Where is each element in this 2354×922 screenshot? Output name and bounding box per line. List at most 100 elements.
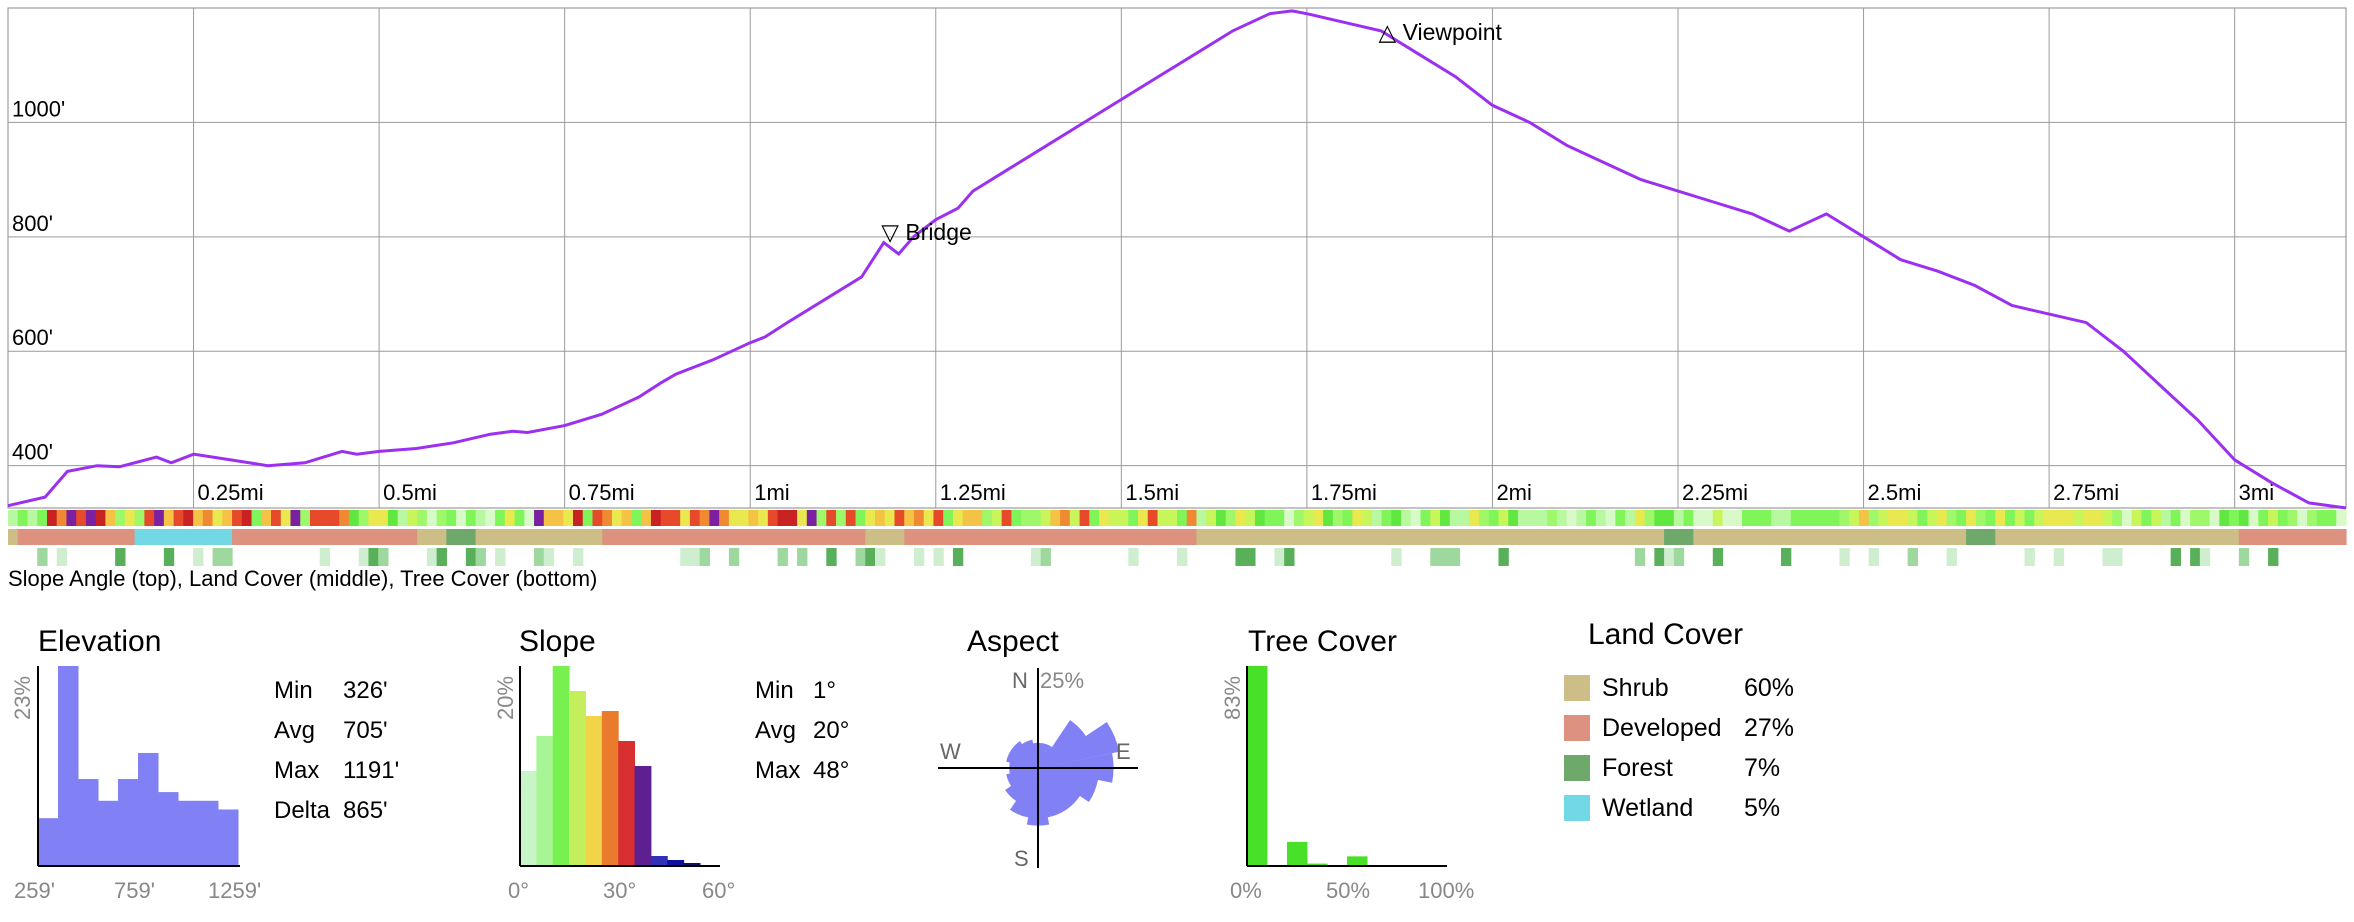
- landcover-strip-cell: [1313, 529, 1324, 545]
- slope-strip-cell: [728, 510, 740, 526]
- slope-strip-cell: [465, 510, 477, 526]
- slope-strip-cell: [1186, 510, 1198, 526]
- slope-strip-cell: [1693, 510, 1704, 526]
- slope-strip-cell: [1449, 510, 1461, 526]
- landcover-strip-cell: [1654, 529, 1665, 545]
- slope-strip-cell: [855, 510, 866, 526]
- landcover-strip-cell: [358, 529, 370, 545]
- slope-strip-cell: [777, 510, 788, 526]
- landcover-strip-cell: [1021, 529, 1032, 545]
- landcover-strip-cell: [1196, 529, 1207, 545]
- slope-x-tick-0: 0°: [508, 878, 529, 903]
- landcover-strip-cell: [1128, 529, 1139, 545]
- slope-strip-cell: [1303, 510, 1314, 526]
- profile-frame: [7, 7, 2347, 509]
- landcover-strip-cell: [339, 529, 350, 545]
- histogram-bar: [178, 800, 199, 866]
- slope-strip-cell: [933, 510, 944, 526]
- slope-strip-cell: [1430, 510, 1441, 526]
- landcover-strip-cell: [1177, 529, 1188, 545]
- slope-strip-cell: [1050, 510, 1061, 526]
- landcover-strip-cell: [845, 529, 857, 545]
- slope-strip-cell: [1128, 510, 1139, 526]
- treecover-strip-cell: [1391, 548, 1402, 566]
- slope-strip-cell: [2160, 510, 2172, 526]
- slope-strip-cell: [290, 510, 301, 526]
- slope-histogram: Slope 20% 0° 30° 60° Min 1° Avg 20° Max …: [493, 625, 849, 903]
- slope-strip-cell: [85, 510, 97, 526]
- landcover-strip-cell: [1829, 529, 1841, 545]
- slope-strip-cell: [2190, 510, 2201, 526]
- x-tick-label: 2mi: [1496, 480, 1531, 505]
- elevation-x-tick-0: 259': [14, 878, 55, 903]
- slope-x-tick-1: 30°: [603, 878, 636, 903]
- slope-strip-cell: [2287, 510, 2298, 526]
- slope-strip-cell: [1810, 510, 1821, 526]
- y-tick-label: 1000': [12, 96, 65, 121]
- slope-strip-cell: [650, 510, 662, 526]
- slope-strip-cell: [1849, 510, 1860, 526]
- histogram-bar: [1247, 666, 1268, 866]
- landcover-strip-cell: [904, 529, 915, 545]
- slope-strip-cell: [339, 510, 350, 526]
- treecover-strip-cell: [1654, 548, 1665, 566]
- slope-strip-cell: [1138, 510, 1149, 526]
- treecover-strip-cell: [2102, 548, 2113, 566]
- land-cover-row-wetland: Wetland 5%: [1564, 788, 1780, 828]
- slope-strip-cell: [163, 510, 175, 526]
- slope-strip-cell: [1732, 510, 1743, 526]
- landcover-strip-cell: [1410, 529, 1422, 545]
- elevation-line: [7, 9, 2347, 510]
- slope-strip-cell: [1498, 510, 1509, 526]
- elevation-x-tick-1: 759': [114, 878, 155, 903]
- treecover-strip-cell: [1498, 548, 1509, 566]
- slope-strip-cell: [76, 510, 87, 526]
- y-tick-label: 800': [12, 211, 53, 236]
- landcover-strip-cell: [816, 529, 827, 545]
- slope-strip-cell: [1371, 510, 1383, 526]
- x-tick-label: 1.75mi: [1311, 480, 1377, 505]
- treecover-strip-cell: [913, 548, 925, 566]
- landcover-strip-cell: [1995, 529, 2006, 545]
- landcover-strip-cell: [719, 529, 730, 545]
- landcover-strip-cell: [952, 529, 964, 545]
- landcover-strip-cell: [2014, 529, 2026, 545]
- elevation-bars: [38, 666, 239, 866]
- landcover-strip-cell: [1420, 529, 1431, 545]
- landcover-strip-cell: [2005, 529, 2016, 545]
- slope-strip-cell: [894, 510, 905, 526]
- slope-strip-cell: [37, 510, 48, 526]
- slope-strip-cell: [2141, 510, 2152, 526]
- treecover-strip-cell: [2053, 548, 2065, 566]
- histogram-bar: [634, 766, 652, 866]
- landcover-strip-cell: [1556, 529, 1568, 545]
- landcover-strip-cell: [1800, 529, 1811, 545]
- histogram-bar: [520, 771, 537, 866]
- elevation-profile-chart: 0.25mi 0.5mi 0.75mi 1mi 1.25mi 1.5mi 1.75mi 2mi…: [7, 7, 2347, 510]
- slope-strip-cell: [1966, 510, 1977, 526]
- aspect-north-label: N: [1012, 668, 1028, 693]
- landcover-strip-cell: [767, 529, 779, 545]
- landcover-strip-cell: [621, 529, 633, 545]
- treecover-strip-cell: [2199, 548, 2211, 566]
- aspect-petals: [1005, 720, 1120, 826]
- landcover-strip-cell: [1605, 529, 1616, 545]
- slope-bars: [520, 666, 701, 866]
- treecover-strip-cell: [368, 548, 379, 566]
- treecover-strip-cell: [1839, 548, 1850, 566]
- landcover-strip-cell: [2287, 529, 2298, 545]
- slope-strip-cell: [1069, 510, 1081, 526]
- slope-strip-cell: [95, 510, 107, 526]
- slope-strip-cell: [543, 510, 555, 526]
- landcover-strip-cell: [144, 529, 155, 545]
- slope-strip-cell: [611, 510, 623, 526]
- landcover-strip-cell: [397, 529, 409, 545]
- waypoint-viewpoint: △ Viewpoint: [1379, 19, 1503, 45]
- treecover-strip-cell: [573, 548, 584, 566]
- treecover-strip-cell: [319, 548, 331, 566]
- slope-strip-cell: [1664, 510, 1675, 526]
- slope-strip-cell: [1888, 510, 1899, 526]
- treecover-strip-cell: [222, 548, 233, 566]
- slope-strip-cell: [8, 510, 19, 526]
- slope-strip-cell: [1761, 510, 1772, 526]
